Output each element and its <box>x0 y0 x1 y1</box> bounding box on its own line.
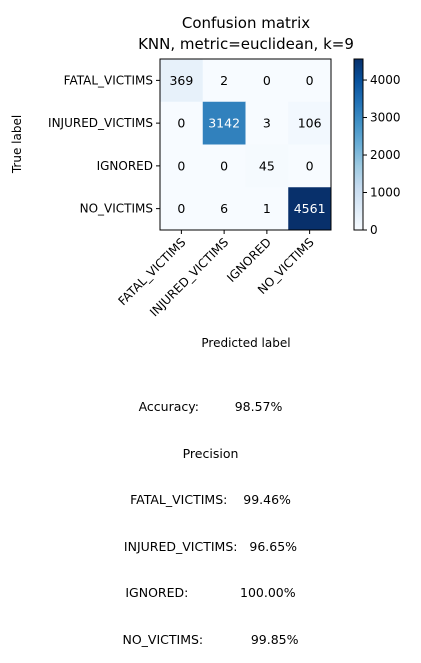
row-tick-label: NO_VICTIMS <box>80 202 153 216</box>
matrix-cell <box>160 144 204 188</box>
accuracy-text: Accuracy: 98.57% <box>138 399 283 414</box>
matrix-cell <box>245 101 289 145</box>
matrix-cell-value: 106 <box>298 116 322 131</box>
row-tick-label: IGNORED <box>97 159 153 173</box>
matrix-cell <box>288 59 332 103</box>
colorbar-tick-label: 1000 <box>370 186 401 200</box>
matrix-grid: 369 2 0 0 0 3142 3 106 0 0 45 0 0 6 1 4561 <box>160 59 332 231</box>
matrix-cell <box>288 144 332 188</box>
confusion-matrix-chart: Confusion matrix KNN, metric=euclidean, … <box>10 14 401 350</box>
matrix-cell-value: 369 <box>169 73 193 88</box>
matrix-cell <box>245 59 289 103</box>
matrix-cell-value: 0 <box>177 201 185 216</box>
precision-injured-victims: INJURED_VICTIMS: 96.65% <box>123 538 298 554</box>
precision-fatal-victims: FATAL_VICTIMS: 99.46% <box>130 492 291 507</box>
matrix-cell <box>160 59 204 103</box>
row-tick-label: FATAL_VICTIMS <box>64 73 153 87</box>
matrix-cell-value: 3142 <box>208 116 240 131</box>
matrix-cell-value: 0 <box>177 116 185 131</box>
colorbar-ticks: 0 1000 2000 3000 4000 <box>363 73 401 237</box>
y-axis-label: True label <box>10 115 24 174</box>
matrix-cell <box>202 59 246 103</box>
matrix-cell <box>288 187 332 231</box>
colorbar-tick-label: 2000 <box>370 148 401 162</box>
precision-header: Precision <box>182 445 239 461</box>
x-axis-label: Predicted label <box>201 336 290 350</box>
matrix-cell-value: 0 <box>306 73 314 88</box>
colorbar-tick-label: 3000 <box>370 111 401 125</box>
matrix-cell <box>245 144 289 188</box>
matrix-cell <box>160 101 204 145</box>
matrix-cell <box>160 187 204 231</box>
matrix-cell-value: 4561 <box>294 201 326 216</box>
metrics-summary: Accuracy: 98.57% Precision FATAL_VICTIMS… <box>0 368 421 663</box>
colorbar <box>353 58 364 231</box>
matrix-cell <box>202 187 246 231</box>
column-tick-labels: FATAL_VICTIMSINJURED_VICTIMSIGNOREDNO_VI… <box>115 230 317 319</box>
chart-title-line-1: Confusion matrix <box>182 14 310 32</box>
column-tick-label: INJURED_VICTIMS <box>147 235 231 319</box>
precision-no-victims: NO_VICTIMS: 99.85% <box>122 631 299 647</box>
row-tick-label: INJURED_VICTIMS <box>48 116 153 130</box>
matrix-cell-value: 6 <box>220 201 228 216</box>
chart-title-line-2: KNN, metric=euclidean, k=9 <box>138 35 354 53</box>
matrix-cell-value: 0 <box>220 158 228 173</box>
matrix-cell <box>288 101 332 145</box>
matrix-frame <box>159 58 332 231</box>
matrix-cell-value: 0 <box>263 73 271 88</box>
matrix-cell-value: 2 <box>220 73 228 88</box>
matrix-cell-value: 45 <box>259 158 275 173</box>
colorbar-tick-label: 0 <box>370 223 378 237</box>
matrix-cell <box>202 101 246 145</box>
matrix-cell <box>245 187 289 231</box>
matrix-cell-value: 0 <box>306 158 314 173</box>
matrix-cell <box>202 144 246 188</box>
matrix-cell-value: 1 <box>263 201 271 216</box>
colorbar-tick-label: 4000 <box>370 73 401 87</box>
row-tick-labels: FATAL_VICTIMS INJURED_VICTIMS IGNORED NO_VI… <box>48 73 160 216</box>
matrix-cell-value: 0 <box>177 158 185 173</box>
matrix-cell-value: 3 <box>263 116 271 131</box>
precision-ignored: IGNORED: 100.00% <box>125 585 296 600</box>
